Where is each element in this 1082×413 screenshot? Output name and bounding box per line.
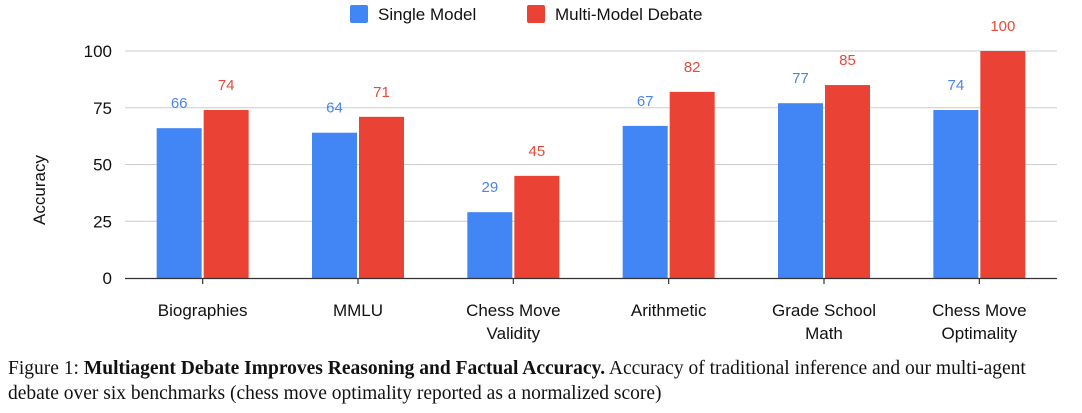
y-axis-title: Accuracy xyxy=(30,155,49,225)
bar-value-label: 29 xyxy=(481,179,498,196)
x-category-label: Math xyxy=(805,324,843,343)
data-labels: 66 74 64 71 29 45 67 82 77 85 74 100 xyxy=(171,18,1016,196)
x-category-label: Validity xyxy=(487,324,541,343)
x-category-label: Grade School xyxy=(772,301,876,320)
legend-label: Single Model xyxy=(378,5,476,24)
bar xyxy=(156,128,202,278)
bar xyxy=(825,85,870,278)
y-tick-label: 100 xyxy=(84,42,112,61)
bar xyxy=(980,51,1026,278)
bar xyxy=(514,175,560,278)
x-category-label: MMLU xyxy=(333,301,383,320)
legend-label: Multi-Model Debate xyxy=(555,5,702,24)
bar-value-label: 100 xyxy=(990,18,1015,35)
bar-value-label: 71 xyxy=(373,84,390,101)
bar xyxy=(467,212,513,278)
bar-value-label: 67 xyxy=(637,93,654,110)
bar-value-label: 85 xyxy=(839,52,856,69)
bar xyxy=(778,103,823,279)
gridlines xyxy=(125,50,1057,222)
y-tick-label: 50 xyxy=(93,156,112,175)
legend: Single Model Multi-Model Debate xyxy=(350,5,702,24)
bar xyxy=(203,110,249,279)
bar xyxy=(622,125,668,278)
x-category-label: Chess Move xyxy=(932,301,1026,320)
x-category-label: Chess Move xyxy=(466,301,560,320)
bar-value-label: 74 xyxy=(218,77,235,94)
x-category-label: Arithmetic xyxy=(631,301,707,320)
x-category-label: Optimality xyxy=(942,324,1018,343)
caption-text: Accuracy of traditional inference and ou… xyxy=(8,358,1026,404)
bar-value-label: 74 xyxy=(947,77,964,94)
y-axis-ticks: 0 25 50 75 100 xyxy=(84,42,112,288)
y-tick-label: 75 xyxy=(93,99,112,118)
caption-prefix: Figure 1: xyxy=(8,358,84,379)
bar xyxy=(359,116,404,278)
figure-caption: Figure 1: Multiagent Debate Improves Rea… xyxy=(8,356,1078,406)
legend-swatch xyxy=(527,5,545,23)
x-category-label: Biographies xyxy=(158,301,248,320)
bar-value-label: 45 xyxy=(528,143,545,160)
bars xyxy=(156,51,1026,279)
bar-value-label: 64 xyxy=(326,100,343,117)
caption-bold: Multiagent Debate Improves Reasoning and… xyxy=(83,358,606,379)
bar xyxy=(933,110,979,279)
legend-swatch xyxy=(350,5,368,23)
bar-chart: 0 25 50 75 100 66 74 64 71 29 45 67 82 77 85 74 100 Bio… xyxy=(30,5,1057,343)
y-tick-label: 0 xyxy=(103,269,112,288)
x-axis-category-labels: Biographies MMLU Chess Move Validity Arithme… xyxy=(158,301,1027,343)
bar xyxy=(669,91,715,278)
bar-value-label: 77 xyxy=(792,70,809,87)
bar-value-label: 82 xyxy=(684,59,701,76)
y-tick-label: 25 xyxy=(93,212,112,231)
bar xyxy=(312,132,357,278)
bar-value-label: 66 xyxy=(171,95,188,112)
